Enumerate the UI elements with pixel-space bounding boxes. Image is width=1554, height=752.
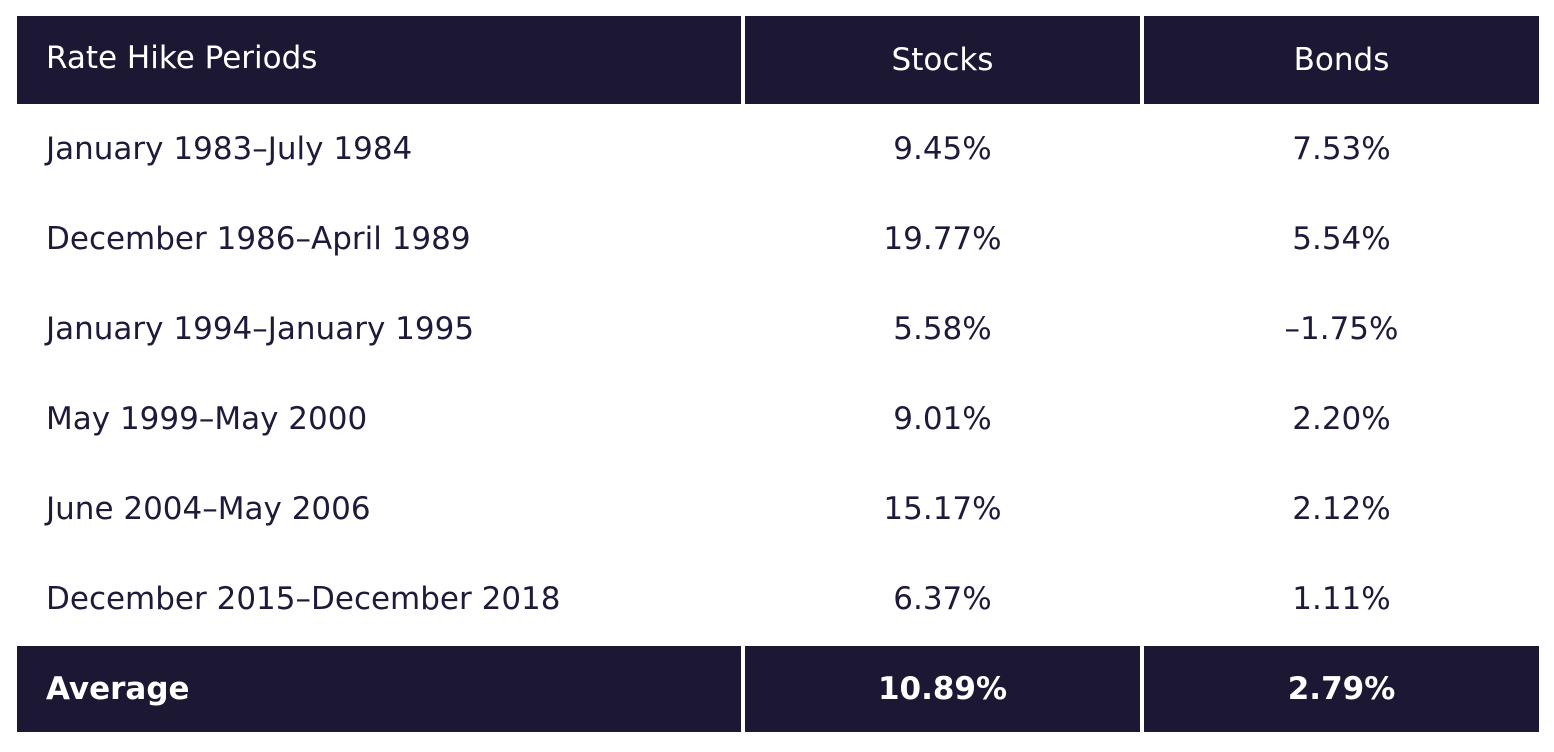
stocks-cell: 5.58%: [893, 311, 992, 347]
table-header-row: Rate Hike Periods Stocks Bonds: [17, 16, 1539, 104]
bonds-cell: 2.20%: [1292, 401, 1391, 437]
table-row: December 1986–April 1989 19.77% 5.54%: [17, 194, 1539, 284]
footer-cell-bonds: 2.79%: [1144, 646, 1539, 732]
stocks-cell: 6.37%: [893, 581, 992, 617]
stocks-cell: 9.45%: [893, 131, 992, 167]
bonds-cell: 7.53%: [1292, 131, 1391, 167]
table-row: December 2015–December 2018 6.37% 1.11%: [17, 554, 1539, 644]
returns-table: Rate Hike Periods Stocks Bonds January 1…: [17, 16, 1539, 732]
period-cell: December 1986–April 1989: [46, 221, 471, 257]
stocks-cell: 15.17%: [883, 491, 1002, 527]
stocks-cell: 9.01%: [893, 401, 992, 437]
bonds-cell: 1.11%: [1292, 581, 1391, 617]
period-cell: January 1994–January 1995: [46, 311, 475, 347]
header-cell-period: Rate Hike Periods: [17, 16, 741, 104]
footer-cell-label: Average: [17, 646, 741, 732]
period-cell: January 1983–July 1984: [46, 131, 413, 167]
period-cell: June 2004–May 2006: [46, 491, 371, 527]
table-row: January 1983–July 1984 9.45% 7.53%: [17, 104, 1539, 194]
bonds-cell: 2.12%: [1292, 491, 1391, 527]
bonds-cell: –1.75%: [1284, 311, 1399, 347]
table-row: May 1999–May 2000 9.01% 2.20%: [17, 374, 1539, 464]
header-cell-stocks: Stocks: [745, 16, 1140, 104]
bonds-cell: 5.54%: [1292, 221, 1391, 257]
table-footer-row: Average 10.89% 2.79%: [17, 646, 1539, 732]
table-row: January 1994–January 1995 5.58% –1.75%: [17, 284, 1539, 374]
period-cell: May 1999–May 2000: [46, 401, 368, 437]
period-cell: December 2015–December 2018: [46, 581, 561, 617]
table-row: June 2004–May 2006 15.17% 2.12%: [17, 464, 1539, 554]
footer-cell-stocks: 10.89%: [745, 646, 1140, 732]
header-cell-bonds: Bonds: [1144, 16, 1539, 104]
stocks-cell: 19.77%: [883, 221, 1002, 257]
